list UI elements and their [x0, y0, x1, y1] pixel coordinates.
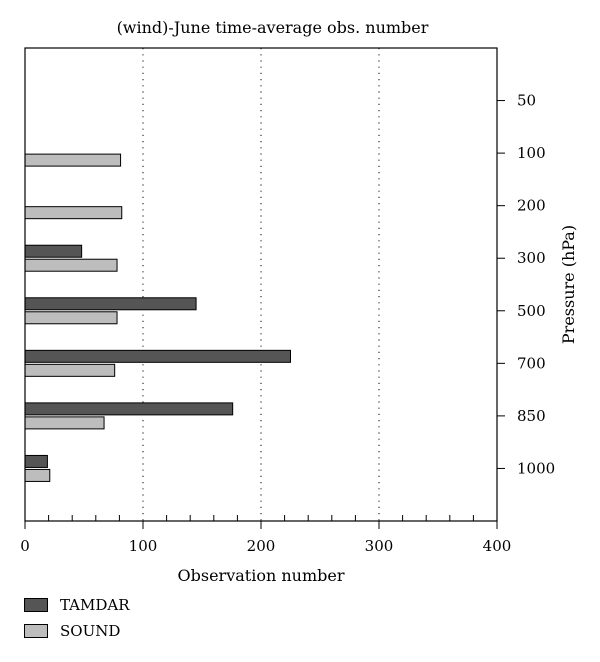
bar-sound-300: [24, 258, 118, 272]
x-tick-label-0: 0: [20, 537, 30, 555]
legend-item-sound: SOUND: [24, 618, 130, 644]
y-axis-label: Pressure (hPa): [559, 225, 578, 344]
plot-frame: [24, 47, 498, 522]
legend-item-tamdar: TAMDAR: [24, 592, 130, 618]
legend: TAMDAR SOUND: [24, 592, 130, 644]
legend-swatch-sound: [24, 624, 48, 638]
bar-tamdar-700: [24, 349, 291, 363]
y-tick-label-200: 200: [517, 197, 546, 215]
x-tick-label-300: 300: [365, 537, 394, 555]
legend-label-sound: SOUND: [60, 622, 121, 640]
x-axis-label: Observation number: [177, 566, 345, 585]
y-tick-label-300: 300: [517, 249, 546, 267]
bar-sound-700: [24, 363, 116, 377]
bar-sound-200: [24, 206, 123, 220]
bar-tamdar-500: [24, 297, 197, 311]
legend-label-tamdar: TAMDAR: [60, 596, 130, 614]
x-tick-label-100: 100: [129, 537, 158, 555]
x-tick-label-200: 200: [247, 537, 276, 555]
y-tick-label-700: 700: [517, 354, 546, 372]
y-tick-label-500: 500: [517, 302, 546, 320]
bar-tamdar-1000: [24, 454, 48, 468]
bar-tamdar-300: [24, 244, 83, 258]
bar-sound-500: [24, 311, 118, 325]
y-tick-label-50: 50: [517, 92, 536, 110]
bar-tamdar-850: [24, 402, 234, 416]
y-tick-label-100: 100: [517, 144, 546, 162]
x-tick-label-400: 400: [483, 537, 512, 555]
bar-sound-1000: [24, 468, 51, 482]
legend-swatch-tamdar: [24, 598, 48, 612]
bar-sound-850: [24, 416, 105, 430]
chart-title: (wind)-June time-average obs. number: [116, 18, 429, 37]
y-tick-label-1000: 1000: [517, 459, 555, 477]
y-tick-label-850: 850: [517, 407, 546, 425]
bar-sound-100: [24, 153, 122, 167]
